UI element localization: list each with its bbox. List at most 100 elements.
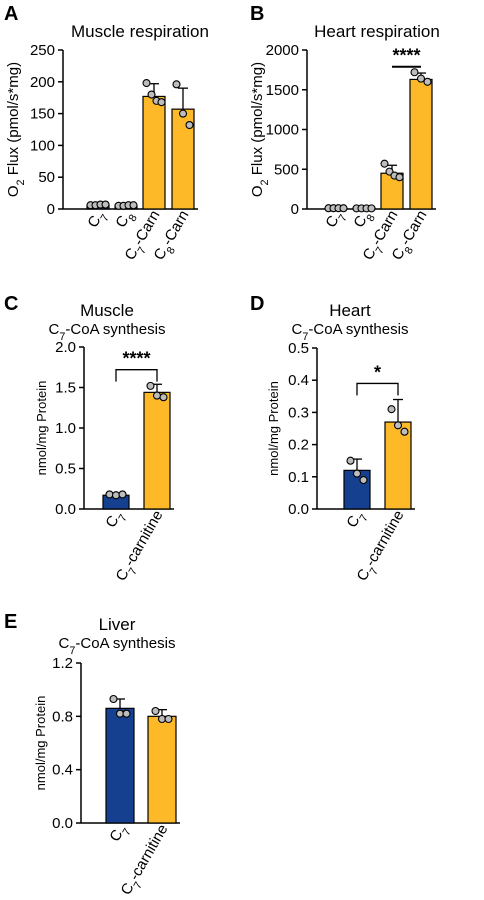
x-category-label: C7 (84, 208, 111, 234)
y-tick-label: 150 (30, 106, 55, 123)
x-category-label: C8 (112, 208, 139, 234)
bar-c7 (105, 707, 135, 824)
data-point (142, 79, 151, 88)
data-point (129, 201, 138, 210)
panel-letter: C (4, 293, 18, 315)
data-point (185, 120, 194, 130)
significance-bracket (115, 369, 158, 382)
y-tick-label: 100 (30, 137, 55, 154)
panel-letter: A (4, 3, 18, 25)
y-tick-label: 50 (38, 169, 55, 186)
chart-subtitle: C7-CoA synthesis (49, 321, 166, 343)
significance-bracket (356, 382, 399, 396)
data-point (416, 74, 426, 83)
x-category-label: C7 (102, 508, 129, 534)
data-point (395, 173, 404, 182)
data-point (122, 709, 131, 718)
data-point (159, 393, 168, 402)
y-tick-label: 0.0 (55, 501, 76, 518)
y-axis-label: nmol/mg Protein (33, 696, 48, 791)
significance-label: * (374, 362, 381, 382)
x-category-label: C8 (350, 208, 377, 234)
x-category-label: C7 (322, 208, 349, 234)
data-point (105, 490, 114, 499)
data-point (109, 694, 118, 704)
y-tick-label: 1.2 (52, 655, 73, 672)
y-tick-label: 1500 (266, 82, 299, 99)
bar-c8-carn (409, 78, 433, 210)
chart-title: Muscle respiration (71, 22, 209, 41)
data-point (164, 714, 173, 724)
panel-letter: B (250, 3, 264, 25)
data-point (157, 98, 166, 107)
chart-panel-b: B Heart respiration 0 500 1000 1500 2000 O2 Flu… (249, 3, 440, 263)
data-point (151, 706, 160, 716)
data-point (400, 427, 409, 436)
data-point (111, 491, 121, 500)
chart-title: Heart respiration (314, 22, 440, 41)
data-point (423, 77, 432, 86)
data-point (359, 475, 368, 485)
significance-label: **** (122, 349, 150, 369)
bar-c7-carn (142, 95, 166, 210)
data-point (157, 714, 167, 724)
bar-c7-carnitine (147, 715, 177, 824)
significance-label: **** (392, 46, 420, 66)
chart-title: Muscle (80, 301, 134, 320)
panel-letter: D (250, 293, 264, 315)
data-point (339, 204, 348, 213)
y-tick-label: 0.3 (288, 404, 309, 421)
data-point (146, 381, 155, 390)
data-point (152, 391, 162, 400)
y-axis-label: nmol/mg Protein (266, 381, 281, 476)
y-tick-label: 0.4 (52, 762, 73, 779)
data-point (118, 490, 127, 499)
chart-subtitle: C7-CoA synthesis (59, 635, 176, 657)
y-tick-label: 2.0 (55, 339, 76, 356)
x-category-label: C7 (106, 822, 133, 848)
data-point (352, 469, 362, 478)
panel-letter: E (4, 611, 17, 633)
y-tick-label: 0.8 (52, 708, 73, 725)
y-tick-label: 2000 (266, 42, 299, 59)
y-tick-label: 1.0 (55, 420, 76, 437)
chart-title: Liver (99, 615, 136, 634)
data-point (178, 109, 188, 118)
data-point (393, 421, 403, 430)
data-point (367, 204, 376, 213)
y-tick-label: 0.0 (288, 501, 309, 518)
y-tick-label: 0.5 (288, 340, 309, 357)
y-axis-label: O2 Flux (pmol/s*mg) (5, 62, 27, 197)
y-tick-label: 1.5 (55, 380, 76, 397)
y-tick-label: 0.0 (52, 815, 73, 832)
y-tick-label: 0.1 (288, 469, 309, 486)
chart-title: Heart (329, 301, 371, 320)
x-category-label: C7 (343, 508, 370, 534)
y-axis-label: O2 Flux (pmol/s*mg) (249, 62, 271, 197)
data-point (346, 456, 355, 465)
data-point (115, 709, 125, 718)
y-tick-label: 250 (30, 42, 55, 59)
data-point (101, 200, 110, 209)
data-point (387, 405, 396, 414)
y-tick-label: 0 (47, 201, 55, 218)
chart-subtitle: C7-CoA synthesis (292, 321, 409, 343)
y-tick-label: 0.2 (288, 437, 309, 454)
data-point (172, 80, 181, 89)
y-tick-label: 1000 (266, 122, 299, 139)
data-point (147, 90, 156, 99)
data-point (410, 68, 419, 77)
y-tick-label: 500 (274, 161, 299, 178)
bar-c7-carnitine (384, 421, 412, 510)
y-tick-label: 0 (291, 201, 299, 218)
bar-c7-carnitine (143, 391, 171, 510)
data-point (380, 159, 389, 168)
y-tick-label: 200 (30, 74, 55, 91)
y-axis-label: nmol/mg Protein (34, 381, 49, 476)
y-tick-label: 0.5 (55, 461, 76, 478)
